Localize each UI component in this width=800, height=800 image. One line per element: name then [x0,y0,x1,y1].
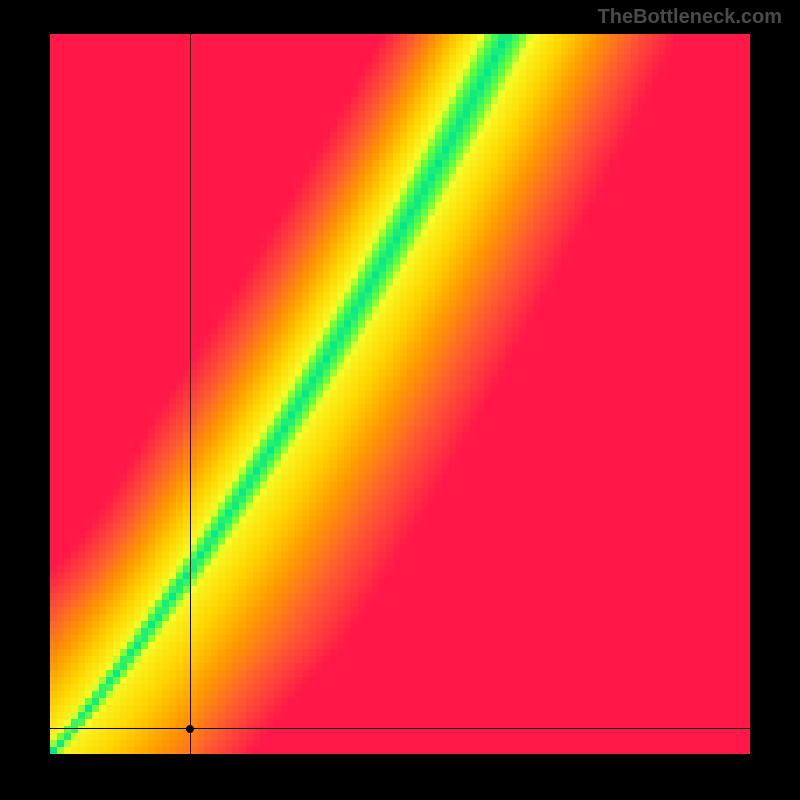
crosshair-marker [186,725,194,733]
watermark-text: TheBottleneck.com [598,6,782,29]
heatmap-canvas [50,34,750,754]
heatmap-plot [50,34,750,754]
crosshair-horizontal [50,728,750,729]
crosshair-vertical [190,34,191,754]
